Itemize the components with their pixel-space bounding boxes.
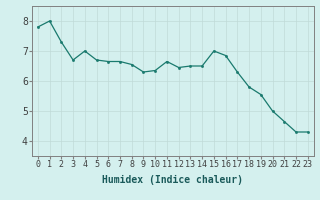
- X-axis label: Humidex (Indice chaleur): Humidex (Indice chaleur): [102, 175, 243, 185]
